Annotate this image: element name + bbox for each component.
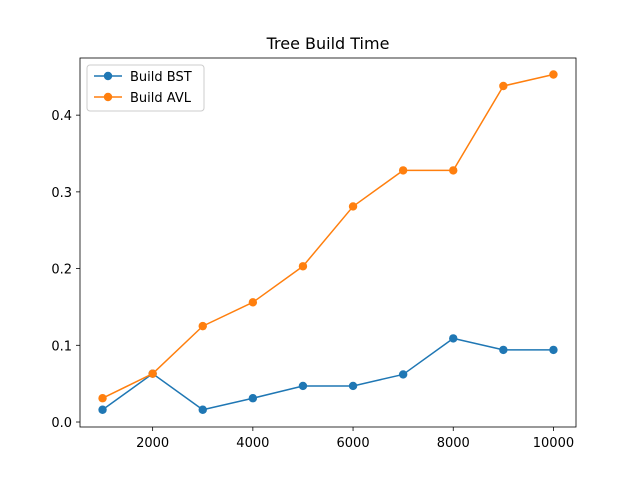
data-point	[248, 394, 258, 403]
y-tick-label: 0.0	[51, 416, 72, 431]
data-point	[98, 394, 107, 403]
y-tick-label: 0.3	[51, 186, 72, 201]
data-point	[248, 298, 258, 307]
series-line-1	[102, 337, 554, 411]
legend: Build BST Build AVL	[86, 64, 205, 112]
data-point	[198, 405, 207, 414]
data-point	[398, 166, 408, 175]
data-point	[549, 345, 558, 355]
data-point	[398, 370, 408, 379]
data-point	[298, 381, 308, 391]
chart-title: Tree Build Time	[266, 34, 390, 53]
y-tick-label: 0.2	[51, 263, 72, 278]
x-tick-label: 2000	[136, 436, 169, 451]
legend-label-2: Build AVL	[130, 91, 192, 106]
x-tick-label: 10000	[533, 436, 574, 451]
data-point	[348, 381, 358, 391]
data-point	[449, 334, 458, 343]
data-point	[298, 262, 308, 271]
data-point	[549, 70, 558, 79]
data-point	[449, 166, 458, 175]
data-point	[499, 81, 508, 91]
data-point	[348, 202, 358, 211]
legend-marker-2	[103, 92, 113, 102]
data-point	[148, 369, 157, 378]
legend-marker-1	[103, 71, 113, 81]
y-tick-label: 0.1	[51, 339, 72, 354]
axes-layer: 2000 4000 6000 8000 10000 0.0 0.1 0.2 0.3 0.4	[51, 57, 577, 451]
x-tick-label: 6000	[337, 436, 370, 451]
data-point	[198, 321, 207, 331]
x-tick-label: 8000	[437, 436, 470, 451]
x-tick-label: 4000	[236, 436, 269, 451]
data-point	[499, 345, 508, 355]
plot-frame	[79, 57, 577, 428]
legend-label-1: Build BST	[130, 70, 192, 85]
y-tick-label: 0.4	[51, 109, 72, 124]
series-layer	[98, 70, 558, 414]
data-point	[98, 405, 107, 414]
series-line-2	[102, 73, 554, 399]
